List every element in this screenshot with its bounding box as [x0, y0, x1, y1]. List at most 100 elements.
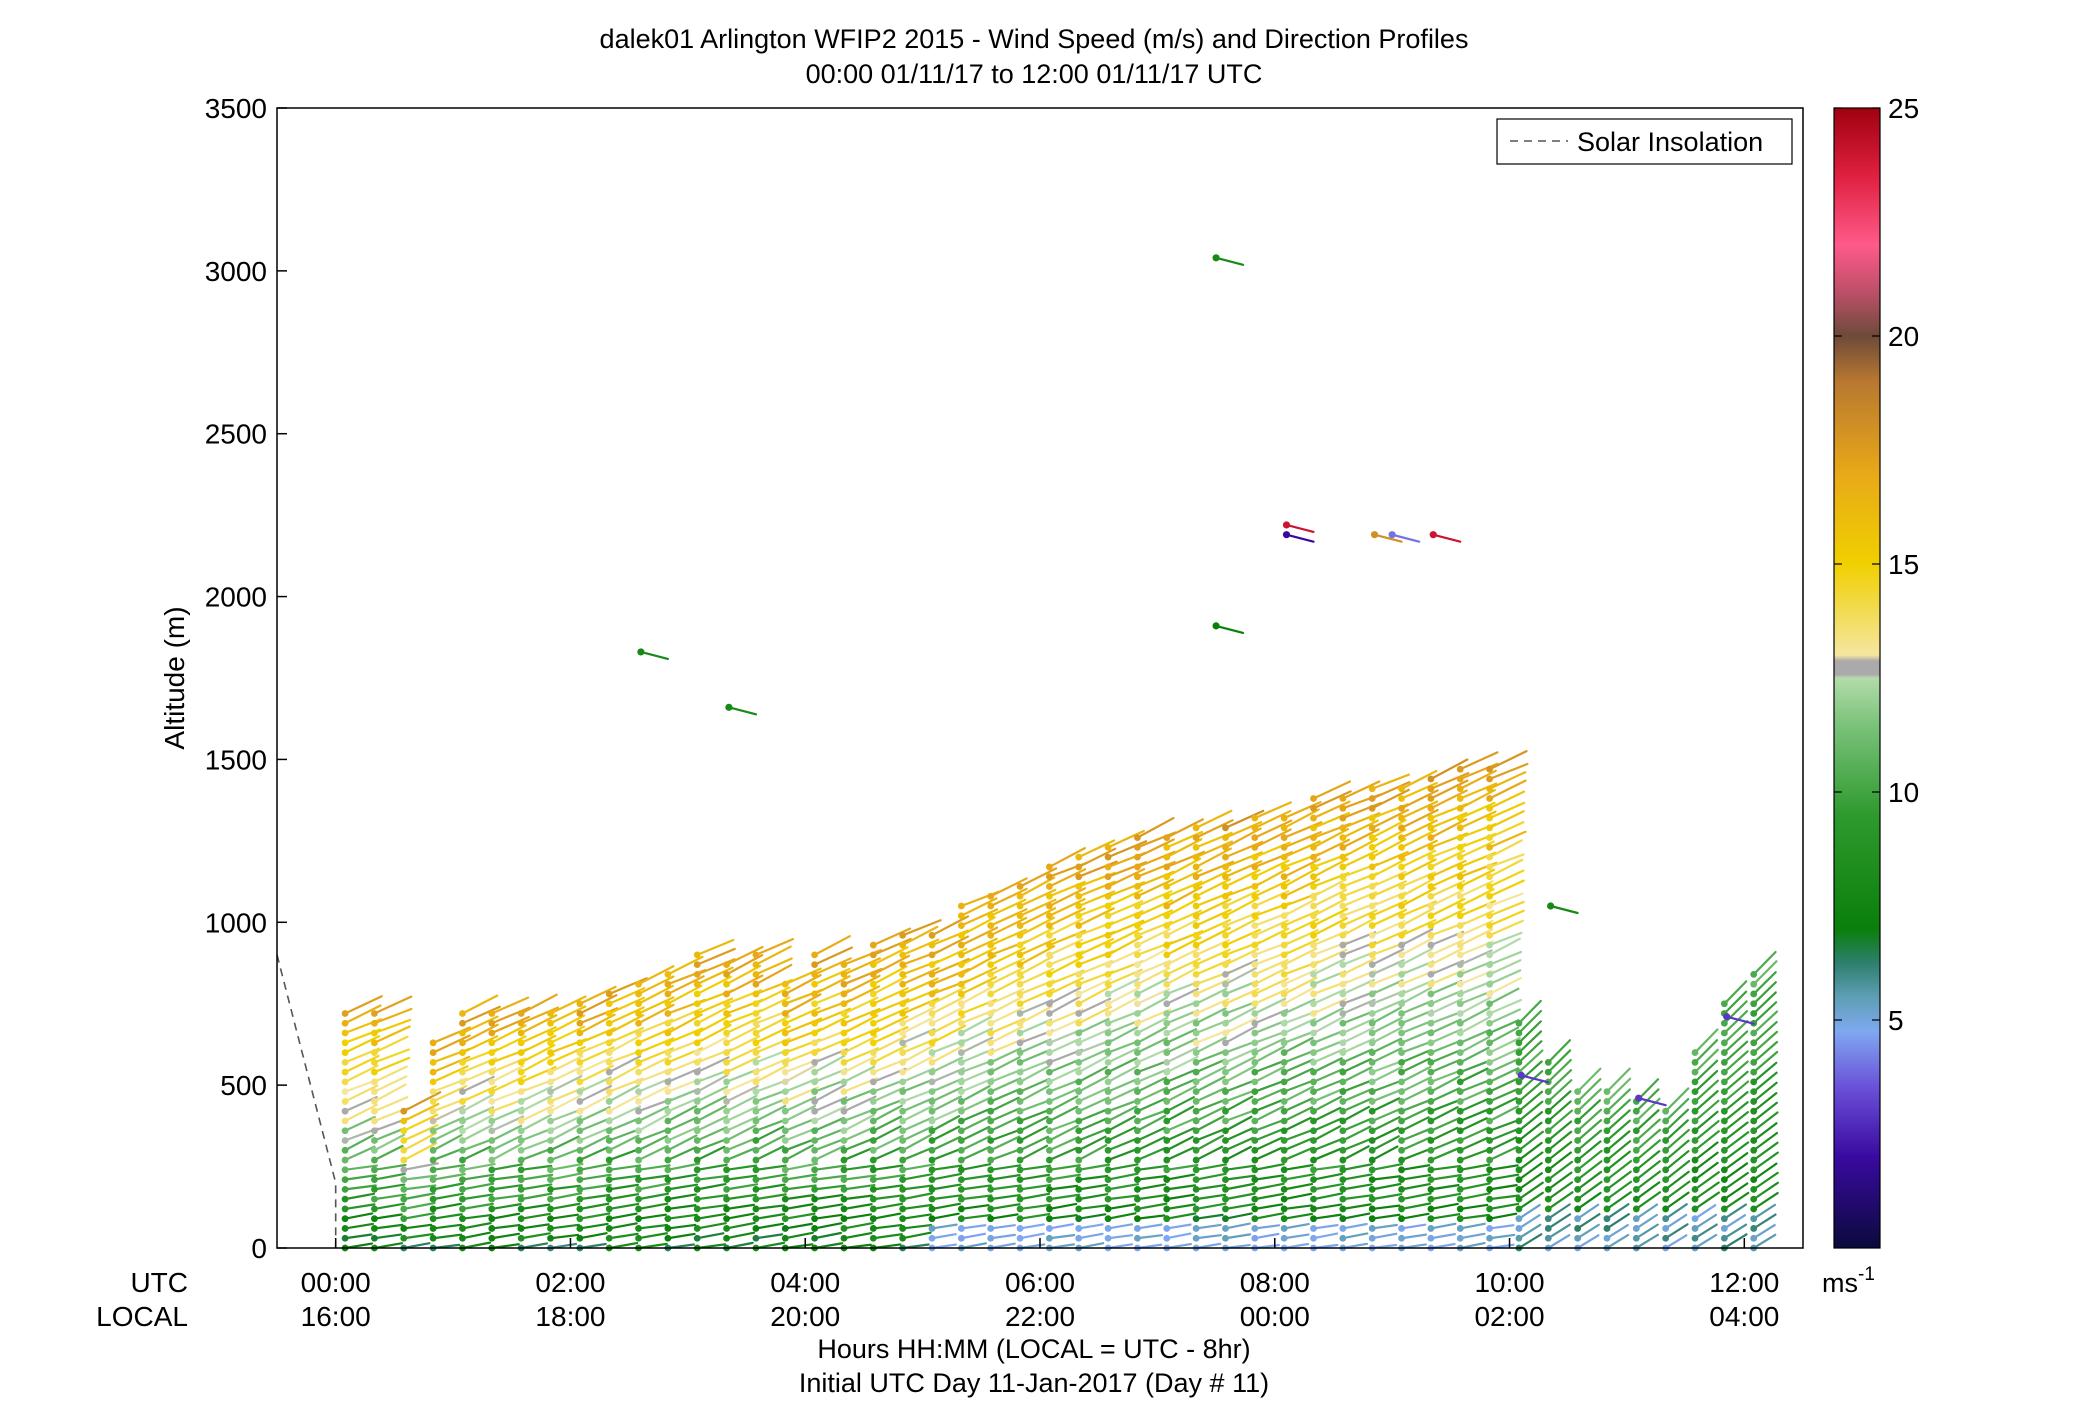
wind-barb [989, 975, 1025, 996]
wind-barb-point [1192, 961, 1200, 969]
wind-barb-point [1192, 1088, 1200, 1096]
wind-barb-point [723, 1215, 730, 1223]
wind-barb-point [1134, 1000, 1141, 1008]
wind-barb-point [1720, 1058, 1728, 1066]
wind-barb [696, 938, 735, 956]
wind-barb [1224, 980, 1258, 996]
wind-barb [1048, 1184, 1079, 1191]
x-tick-label-local: 20:00 [770, 1301, 840, 1332]
wind-barb [1224, 1127, 1254, 1142]
wind-barb-point [1310, 1166, 1317, 1174]
wind-barb-point [1045, 1215, 1053, 1223]
wind-barb-point [1720, 1225, 1728, 1232]
wind-barb-point [1045, 1205, 1053, 1213]
wind-barb-point [1222, 892, 1229, 900]
wind-barb [1106, 986, 1141, 1005]
wind-barb [901, 1116, 934, 1132]
wind-barb-point [341, 1166, 349, 1174]
wind-barb-point [1222, 1215, 1229, 1223]
wind-barb [960, 1036, 994, 1054]
wind-barb [989, 1116, 1021, 1132]
wind-barb [1605, 1067, 1631, 1093]
wind-barb-point [1632, 1215, 1640, 1223]
wind-barb [1195, 1075, 1226, 1093]
wind-barb [1693, 1079, 1719, 1103]
wind-barb-point [341, 1029, 349, 1037]
wind-barb-point [781, 990, 789, 998]
wind-barb-point [517, 1039, 525, 1047]
wind-barb [402, 1233, 434, 1240]
wind-barb-point [1750, 1107, 1758, 1115]
wind-barb-point [1016, 1195, 1024, 1203]
wind-barb [1341, 837, 1378, 859]
wind-barb [1018, 927, 1055, 947]
wind-barb-point [928, 1176, 936, 1183]
wind-barb [1136, 947, 1170, 966]
wind-barb [872, 1174, 906, 1181]
wind-barb-point [1427, 1166, 1435, 1174]
wind-barb-point [693, 1195, 701, 1203]
wind-barb-point [1104, 1098, 1112, 1105]
wind-barb-point [1310, 902, 1317, 910]
wind-barb-point [635, 1010, 642, 1017]
wind-barb-point [1398, 1068, 1405, 1076]
wind-barb-point [1720, 1166, 1728, 1174]
wind-barb [432, 1182, 465, 1191]
wind-barb-point [1251, 1010, 1259, 1017]
wind-barb-point [459, 1215, 466, 1223]
wind-barb [1400, 800, 1439, 820]
wind-barb [960, 1067, 994, 1083]
wind-barb-point [1456, 1010, 1464, 1017]
wind-barb [1195, 898, 1232, 917]
wind-barb [1253, 1182, 1285, 1191]
wind-barb-point [1251, 843, 1259, 851]
wind-barb-point [429, 1127, 437, 1135]
wind-barb-point [1016, 1088, 1024, 1096]
wind-barb [1547, 1100, 1572, 1123]
wind-barb-point [899, 1117, 907, 1125]
wind-barb-point [1134, 1156, 1141, 1164]
wind-barb [1400, 1019, 1434, 1035]
wind-barb [1693, 1181, 1720, 1201]
wind-barb-point [664, 1078, 672, 1086]
wind-barb-point [1163, 1088, 1171, 1096]
wind-barb-point [1398, 902, 1405, 910]
wind-barb-point [1310, 1156, 1317, 1164]
wind-barb-point [811, 1185, 819, 1193]
wind-barb [1077, 1117, 1108, 1132]
wind-barb-point [1075, 853, 1083, 861]
wind-barb-point [1280, 883, 1288, 890]
wind-barb [930, 1095, 963, 1113]
wind-barb-point [723, 1010, 730, 1017]
wind-barb-point [1163, 1039, 1171, 1047]
wind-barb [637, 1084, 671, 1103]
wind-barb [813, 1231, 842, 1240]
wind-barb [608, 1117, 641, 1132]
wind-barb [461, 1213, 493, 1220]
wind-barb [872, 937, 912, 956]
wind-barb [1341, 1105, 1371, 1123]
wind-barb [754, 1164, 787, 1171]
wind-barb-point [635, 1215, 642, 1223]
wind-barb [754, 1213, 786, 1220]
wind-barb [1253, 1065, 1286, 1083]
wind-barb [1693, 1059, 1719, 1083]
wind-barb-point [1310, 1078, 1317, 1086]
wind-barb-point [1368, 814, 1376, 822]
wind-barb [696, 1137, 728, 1152]
wind-barb [754, 1173, 788, 1181]
wind-barb [696, 1126, 728, 1142]
wind-barb-point [1456, 1215, 1464, 1223]
wind-barb [1165, 1193, 1195, 1201]
wind-barb-point [1720, 1215, 1728, 1223]
wind-barb [1429, 897, 1466, 917]
wind-barb-point [1574, 1185, 1582, 1193]
wind-barb-point [576, 1000, 584, 1008]
wind-barb-point [488, 1068, 496, 1076]
wind-barb [1400, 999, 1434, 1015]
wind-barb-point [1456, 1029, 1464, 1037]
wind-barb-point [1544, 1088, 1552, 1096]
wind-barb-point [1134, 951, 1141, 959]
wind-barb-point [899, 1058, 907, 1066]
